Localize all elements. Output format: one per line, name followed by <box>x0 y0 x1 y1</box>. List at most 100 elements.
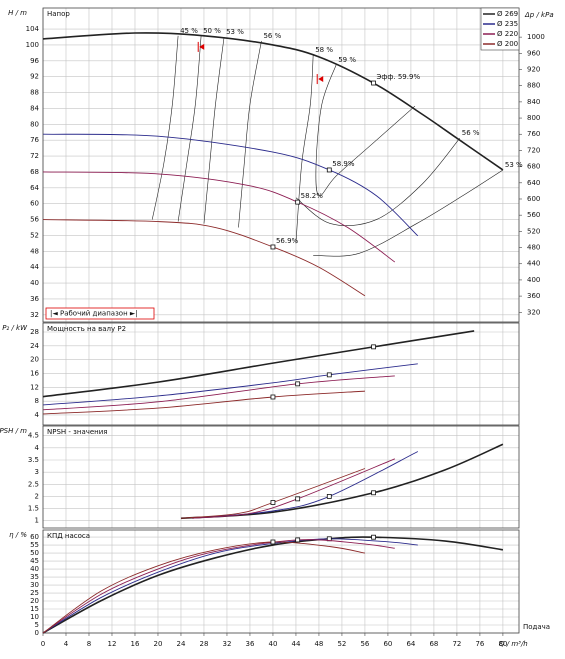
y-tick-label: 60 <box>30 200 39 208</box>
y-tick-label: 40 <box>30 565 39 573</box>
y-tick-label: 55 <box>30 541 39 549</box>
y-tick-label: 20 <box>30 356 39 364</box>
legend-entry: Ø 200 <box>497 40 518 48</box>
plot-area <box>43 530 519 633</box>
operating-point <box>270 394 276 400</box>
efficiency-contour <box>313 169 504 257</box>
x-tick-label: 72 <box>452 640 461 648</box>
y2-tick-label: 480 <box>527 244 540 252</box>
contour-label: 56 % <box>263 32 281 40</box>
efficiency-contour <box>238 40 262 228</box>
y-axis-label: NPSH / m <box>0 427 27 435</box>
y-tick-label: 3.5 <box>28 456 39 464</box>
curve <box>42 375 395 411</box>
y-tick-label: 60 <box>30 533 39 541</box>
y-tick-label: 15 <box>30 605 39 613</box>
y-tick-label: 36 <box>30 295 39 303</box>
y-tick-label: 8 <box>35 397 39 405</box>
y-axis-label: H / m <box>8 9 27 17</box>
x-tick-label: 32 <box>223 640 232 648</box>
y-tick-label: 64 <box>30 184 39 192</box>
y-tick-label: 80 <box>30 120 39 128</box>
plot-frame <box>42 529 520 634</box>
operating-point <box>295 537 301 543</box>
efficiency-contour <box>151 35 179 220</box>
operating-point <box>371 534 376 540</box>
range-flag <box>318 76 324 83</box>
x-tick-label: 68 <box>429 640 438 648</box>
efficiency-contour <box>295 138 461 226</box>
point-label: 58.9% <box>332 160 355 168</box>
x-tick-label: 16 <box>131 640 140 648</box>
panel-title: КПД насоса <box>47 532 90 540</box>
range-box <box>45 307 155 320</box>
contour-label: 50 % <box>203 27 221 35</box>
y2-tick-label: 920 <box>527 66 540 74</box>
y-tick-label: 2 <box>35 492 39 500</box>
curve <box>42 133 419 237</box>
y-tick-label: 20 <box>30 597 39 605</box>
operating-point <box>326 167 332 173</box>
curve <box>42 171 396 263</box>
plot-frame <box>42 425 520 529</box>
x-tick-label: 24 <box>177 640 186 648</box>
x-tick-label: 44 <box>291 640 300 648</box>
operating-point <box>295 496 301 502</box>
operating-point <box>270 500 276 505</box>
y-tick-label: 16 <box>30 369 39 377</box>
curve <box>42 363 418 406</box>
point-label: 58.2% <box>301 192 324 200</box>
curve <box>192 458 395 519</box>
y-tick-label: 52 <box>30 231 39 239</box>
y2-tick-label: 320 <box>527 308 540 316</box>
y-tick-label: 28 <box>30 328 39 336</box>
x-tick-label: 0 <box>41 640 45 648</box>
legend-entry: Ø 269 <box>497 10 518 18</box>
legend-entry: Ø 220 <box>497 30 518 38</box>
x-tick-label: 48 <box>314 640 323 648</box>
y-tick-label: 3 <box>35 468 39 476</box>
y-tick-label: 32 <box>30 311 39 319</box>
legend-entry: Ø 235 <box>497 20 518 28</box>
curve <box>42 541 366 634</box>
y2-tick-label: 400 <box>527 276 540 284</box>
y2-tick-label: 600 <box>527 195 540 203</box>
y2-tick-label: 720 <box>527 146 540 154</box>
y-tick-label: 4 <box>35 444 40 452</box>
x-tick-label: 56 <box>360 640 369 648</box>
curve <box>42 219 366 297</box>
legend: Ø 269 Ø 235 Ø 220 Ø 200 <box>480 7 520 51</box>
y-tick-label: 4 <box>35 411 40 419</box>
y2-tick-label: 1000 <box>527 33 545 41</box>
efficiency-contour <box>177 36 202 222</box>
curve <box>42 538 418 634</box>
operating-point <box>295 199 301 205</box>
curve <box>42 390 365 415</box>
y-tick-label: 30 <box>30 581 39 589</box>
x-tick-label: 64 <box>406 640 415 648</box>
y-tick-label: 2.5 <box>28 480 39 488</box>
x-tick-label: 40 <box>268 640 277 648</box>
x-tick-label: 28 <box>200 640 209 648</box>
y-tick-label: 1 <box>35 517 39 525</box>
y-tick-label: 68 <box>30 168 39 176</box>
y2-tick-label: 960 <box>527 49 540 57</box>
y-tick-label: 25 <box>30 589 39 597</box>
plot-area <box>43 8 519 322</box>
y-tick-label: 104 <box>26 25 40 33</box>
curve <box>42 330 475 398</box>
x-caption: Подача <box>523 623 550 631</box>
operating-point <box>326 494 332 499</box>
y2-tick-label: 880 <box>527 82 540 90</box>
y-tick-label: 12 <box>30 383 39 391</box>
y2-tick-label: 680 <box>527 163 540 171</box>
range-flag <box>199 43 205 50</box>
y-tick-label: 35 <box>30 573 39 581</box>
y-tick-label: 76 <box>30 136 39 144</box>
x-tick-label: 8 <box>87 640 91 648</box>
y2-tick-label: 520 <box>527 227 540 235</box>
y-tick-label: 48 <box>30 247 39 255</box>
operating-point <box>326 372 332 378</box>
contour-label: 58 % <box>315 46 333 54</box>
